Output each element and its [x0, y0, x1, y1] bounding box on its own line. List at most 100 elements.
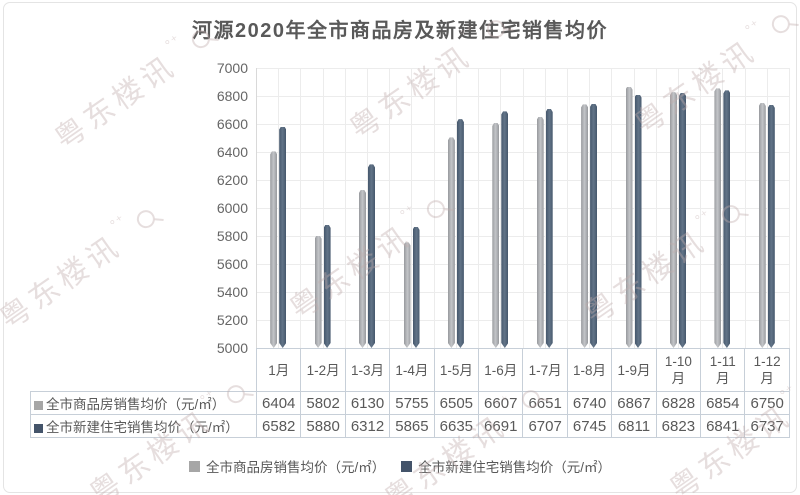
- table-value-cell: 5802: [300, 391, 346, 415]
- series-label-cell: 全市新建住宅销售均价（元/㎡）: [30, 414, 257, 438]
- bar-series2: [590, 104, 597, 348]
- series-label-cell: 全市商品房销售均价（元/㎡）: [30, 391, 257, 415]
- bar-series2: [457, 119, 464, 348]
- table-value-cell: 6505: [433, 391, 480, 415]
- bar-series1: [537, 117, 544, 348]
- table-header-cell: 1-7月: [522, 348, 568, 392]
- legend-key-icon: [34, 401, 43, 410]
- y-axis-line: [256, 68, 257, 348]
- gridline-vertical: [322, 68, 324, 348]
- y-axis-label: 6200: [216, 172, 248, 188]
- gridline-vertical: [633, 68, 635, 348]
- table-value-cell: 6130: [344, 391, 391, 415]
- bar-series2: [413, 227, 420, 348]
- table-header-cell: 1-6月: [478, 348, 524, 392]
- y-axis-label: 7000: [216, 60, 248, 76]
- table-value-cell: 6707: [522, 414, 568, 438]
- gridline-vertical: [455, 68, 457, 348]
- watermark-text: 粤东楼讯 °⁺: [0, 196, 166, 338]
- table-corner-blank: [31, 349, 257, 392]
- gridline-vertical: [389, 68, 391, 348]
- table-value-cell: 6737: [744, 414, 790, 438]
- gridline-vertical: [677, 68, 679, 348]
- table-value-cell: 6651: [522, 391, 568, 415]
- gridline-vertical: [611, 68, 613, 348]
- gridline-vertical: [478, 68, 480, 348]
- table-value-cell: 6582: [255, 414, 302, 438]
- bar-series1: [359, 190, 366, 348]
- table-header-cell: 1-12月: [744, 348, 790, 392]
- bar-series1: [404, 242, 411, 348]
- gridline-vertical: [744, 68, 746, 348]
- legend-item: 全市商品房销售均价（元/㎡）: [188, 456, 386, 476]
- bar-series1: [581, 104, 588, 348]
- gridline-vertical: [766, 68, 768, 348]
- y-axis-label: 5400: [216, 284, 248, 300]
- bar-series1: [759, 103, 766, 348]
- bar-series1: [448, 137, 455, 348]
- gridline-vertical: [278, 68, 280, 348]
- bar-series1: [626, 87, 633, 348]
- legend-item: 全市新建住宅销售均价（元/㎡）: [401, 456, 611, 476]
- table-value-cell: 6750: [744, 391, 790, 415]
- gridline-vertical: [367, 68, 369, 348]
- gridline-vertical: [789, 68, 790, 348]
- magnifier-icon: [133, 206, 159, 232]
- gridline-vertical: [300, 68, 302, 348]
- table-value-cell: 6841: [700, 414, 746, 438]
- gridline-vertical: [522, 68, 524, 348]
- table-value-cell: 6740: [566, 391, 613, 415]
- gridline-vertical: [344, 68, 346, 348]
- table-value-cell: 6635: [433, 414, 480, 438]
- table-value-cell: 6828: [655, 391, 702, 415]
- bar-series1: [670, 92, 677, 348]
- y-axis-label: 6600: [216, 116, 248, 132]
- table-value-cell: 6823: [655, 414, 702, 438]
- table-header-cell: 1-11月: [700, 348, 746, 392]
- y-axis-label: 6800: [216, 88, 248, 104]
- legend-label: 全市商品房销售均价（元/㎡）: [205, 460, 386, 475]
- gridline-vertical: [433, 68, 435, 348]
- gridline-vertical: [655, 68, 657, 348]
- table-value-cell: 5865: [389, 414, 435, 438]
- y-axis-label: 5000: [216, 340, 248, 356]
- legend-key-icon: [188, 460, 200, 472]
- gridline-vertical: [722, 68, 724, 348]
- table-value-cell: 6691: [478, 414, 524, 438]
- table-header-cell: 1-5月: [433, 348, 480, 392]
- table-header-cell: 1-9月: [611, 348, 657, 392]
- bar-series1: [270, 151, 277, 348]
- table-header-cell: 1-4月: [389, 348, 435, 392]
- table-value-cell: 6404: [255, 391, 302, 415]
- y-axis-label: 5800: [216, 228, 248, 244]
- bar-series2: [679, 93, 686, 348]
- bar-series1: [714, 88, 721, 348]
- table-header-cell: 1-3月: [344, 348, 391, 392]
- table-value-cell: 6607: [478, 391, 524, 415]
- bar-series2: [635, 95, 642, 349]
- plot-area: [256, 68, 790, 349]
- bar-series2: [368, 164, 375, 348]
- bar-series2: [501, 111, 508, 348]
- table-value-cell: 6854: [700, 391, 746, 415]
- gridline-vertical: [500, 68, 502, 348]
- table-header-cell: 1月: [255, 348, 302, 392]
- table-header-cell: 1-10月: [655, 348, 702, 392]
- table-value-cell: 5755: [389, 391, 435, 415]
- legend-key-icon: [401, 460, 413, 472]
- legend: 全市商品房销售均价（元/㎡） 全市新建住宅销售均价（元/㎡）: [0, 456, 800, 476]
- y-axis-label: 6400: [216, 144, 248, 160]
- chart-title: 河源2020年全市商品房及新建住宅销售均价: [192, 20, 608, 42]
- y-axis-label: 5200: [216, 312, 248, 328]
- table-value-cell: 6745: [566, 414, 613, 438]
- y-axis-label: 5600: [216, 256, 248, 272]
- bar-series2: [279, 127, 286, 349]
- bar-series2: [546, 109, 553, 348]
- gridline-vertical: [589, 68, 591, 348]
- table-value-cell: 6867: [611, 391, 657, 415]
- table-value-cell: 6312: [344, 414, 391, 438]
- table-header-cell: 1-8月: [566, 348, 613, 392]
- y-axis-label: 6000: [216, 200, 248, 216]
- bar-series1: [492, 123, 499, 348]
